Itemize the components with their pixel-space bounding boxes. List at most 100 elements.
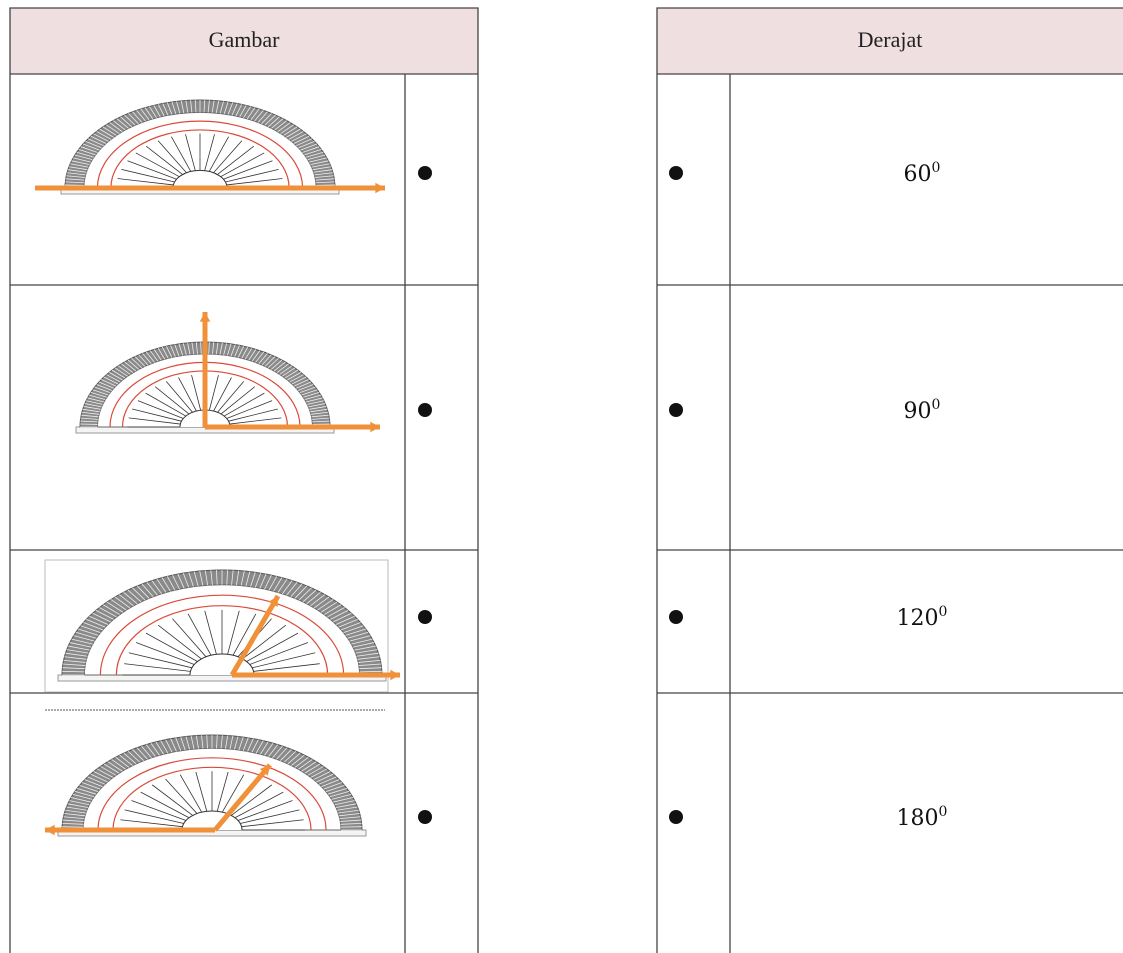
center-arc bbox=[189, 653, 255, 676]
tick bbox=[310, 408, 328, 413]
tick bbox=[62, 670, 85, 673]
tick bbox=[340, 819, 362, 822]
tick bbox=[299, 386, 316, 394]
tick bbox=[306, 591, 321, 605]
radial-line bbox=[251, 652, 316, 669]
tick bbox=[347, 631, 369, 639]
tick bbox=[281, 580, 293, 595]
tick bbox=[73, 635, 95, 642]
tick bbox=[102, 604, 120, 615]
tick bbox=[131, 357, 143, 369]
tick bbox=[248, 349, 257, 361]
protractor bbox=[35, 99, 385, 195]
tick bbox=[146, 582, 158, 596]
tick bbox=[208, 342, 210, 354]
tick bbox=[264, 114, 276, 126]
tick bbox=[78, 628, 99, 636]
tick bbox=[79, 785, 99, 793]
tick bbox=[210, 570, 213, 585]
tick bbox=[291, 754, 305, 766]
tick bbox=[84, 779, 103, 788]
tick bbox=[94, 386, 111, 394]
tick bbox=[118, 594, 134, 607]
radial-line bbox=[229, 417, 282, 425]
tick bbox=[317, 599, 334, 611]
tick bbox=[136, 585, 150, 599]
header-cell bbox=[657, 8, 1123, 74]
tick bbox=[78, 149, 96, 156]
degree-value: 180 bbox=[897, 806, 939, 831]
radial-line bbox=[241, 819, 304, 828]
tick bbox=[305, 397, 323, 403]
tick bbox=[101, 379, 117, 387]
tick bbox=[261, 354, 272, 366]
radial-line bbox=[127, 160, 177, 180]
tick bbox=[286, 582, 298, 596]
tick bbox=[235, 570, 240, 586]
radial-line bbox=[131, 800, 187, 821]
tick bbox=[223, 101, 229, 115]
tick bbox=[134, 356, 146, 367]
radial-line bbox=[178, 377, 197, 412]
tick bbox=[264, 356, 276, 367]
radial-line bbox=[157, 624, 202, 660]
tick bbox=[141, 583, 154, 598]
tick bbox=[310, 768, 328, 778]
tick bbox=[149, 350, 159, 362]
tick bbox=[138, 354, 149, 366]
radial-line bbox=[171, 136, 192, 172]
tick bbox=[82, 408, 100, 413]
radial-line bbox=[151, 784, 193, 816]
tick bbox=[293, 135, 310, 144]
tick bbox=[277, 122, 291, 133]
radial-line bbox=[145, 392, 187, 417]
header-text: Gambar bbox=[209, 27, 281, 52]
tick bbox=[238, 736, 244, 751]
protractor bbox=[75, 312, 380, 434]
tick bbox=[339, 816, 361, 820]
radial-line bbox=[232, 613, 257, 656]
bullets bbox=[418, 166, 683, 824]
tick bbox=[287, 752, 301, 765]
tick bbox=[103, 763, 120, 774]
tick bbox=[279, 365, 293, 375]
tick bbox=[111, 369, 126, 379]
tick bbox=[330, 609, 349, 620]
tick bbox=[166, 345, 173, 358]
tick bbox=[146, 351, 155, 363]
tick bbox=[309, 406, 327, 410]
tick bbox=[271, 118, 284, 129]
radial-line bbox=[227, 610, 240, 655]
degree-value: 90 bbox=[904, 399, 932, 424]
table-lines bbox=[9, 7, 1123, 953]
tick bbox=[268, 744, 279, 757]
tick bbox=[180, 736, 186, 751]
tick bbox=[88, 394, 106, 401]
tick bbox=[65, 652, 88, 657]
radial-line bbox=[246, 632, 299, 662]
radial-line bbox=[237, 800, 293, 821]
radial-line bbox=[179, 774, 203, 813]
tick bbox=[211, 100, 215, 113]
tick bbox=[219, 342, 223, 355]
tick bbox=[178, 343, 184, 356]
radial-line bbox=[220, 152, 265, 178]
tick bbox=[294, 585, 308, 599]
tick bbox=[68, 166, 88, 171]
tick bbox=[110, 599, 127, 611]
tick bbox=[323, 782, 343, 790]
arrow-shaft bbox=[213, 763, 272, 832]
tick bbox=[283, 126, 298, 136]
center-arc bbox=[172, 169, 228, 189]
tick bbox=[237, 345, 244, 358]
radial-line bbox=[226, 400, 273, 419]
radial-line bbox=[140, 791, 190, 819]
tick bbox=[65, 178, 85, 181]
tick bbox=[115, 756, 130, 768]
tick bbox=[86, 618, 106, 628]
radial-line bbox=[165, 778, 198, 814]
tick bbox=[264, 742, 274, 756]
radial-line bbox=[253, 663, 320, 672]
tick bbox=[132, 111, 143, 123]
tick bbox=[193, 571, 199, 587]
